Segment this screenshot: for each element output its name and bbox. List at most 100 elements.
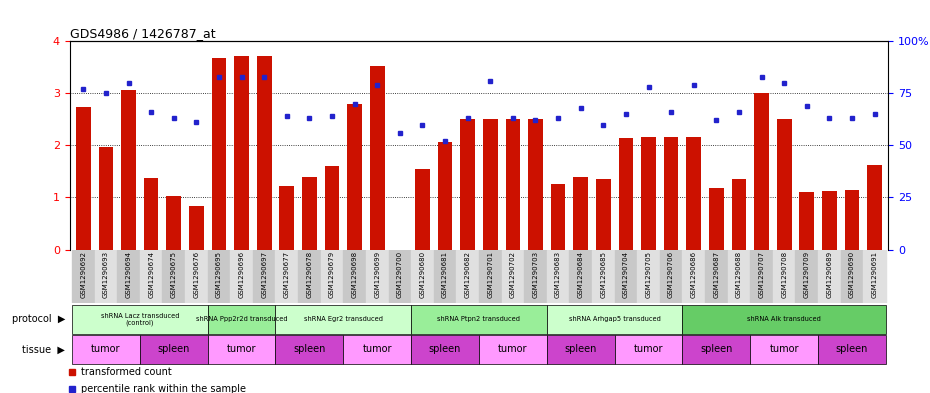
Bar (163, 250, 185, 303)
Text: tumor: tumor (633, 344, 663, 354)
Text: GSM1290707: GSM1290707 (759, 251, 764, 298)
Bar (618, 138, 633, 250)
Text: tumor: tumor (769, 344, 799, 354)
Bar (253, 250, 275, 303)
Text: GSM1290678: GSM1290678 (306, 251, 312, 298)
Bar (460, 119, 475, 250)
Bar (841, 250, 863, 303)
Bar (411, 250, 433, 303)
Bar (547, 305, 683, 334)
Text: GDS4986 / 1426787_at: GDS4986 / 1426787_at (70, 27, 216, 40)
Text: GSM1290694: GSM1290694 (126, 251, 131, 298)
Text: GSM1290680: GSM1290680 (419, 251, 425, 298)
Bar (501, 250, 525, 303)
Bar (664, 136, 679, 250)
Bar (683, 335, 751, 364)
Bar (207, 305, 275, 334)
Bar (659, 250, 683, 303)
Text: GSM1290708: GSM1290708 (781, 251, 787, 298)
Text: shRNA Arhgap5 transduced: shRNA Arhgap5 transduced (568, 316, 660, 322)
Bar (732, 179, 746, 250)
Bar (321, 250, 343, 303)
Bar (140, 250, 163, 303)
Text: tumor: tumor (363, 344, 392, 354)
Bar (773, 250, 795, 303)
Bar (72, 335, 140, 364)
Bar (483, 119, 498, 250)
Text: GSM1290709: GSM1290709 (804, 251, 810, 298)
Bar (95, 250, 117, 303)
Bar (863, 250, 886, 303)
Bar (573, 176, 588, 250)
Text: GSM1290700: GSM1290700 (397, 251, 403, 298)
Bar (433, 250, 457, 303)
Text: GSM1290676: GSM1290676 (193, 251, 199, 298)
Bar (822, 191, 837, 250)
Text: GSM1290685: GSM1290685 (600, 251, 606, 298)
Bar (365, 250, 389, 303)
Text: GSM1290689: GSM1290689 (827, 251, 832, 298)
Text: GSM1290706: GSM1290706 (668, 251, 674, 298)
Text: GSM1290702: GSM1290702 (510, 251, 516, 298)
Bar (275, 335, 343, 364)
Bar (121, 90, 136, 250)
Bar (370, 66, 385, 250)
Text: GSM1290691: GSM1290691 (871, 251, 878, 298)
Text: GSM1290692: GSM1290692 (80, 251, 86, 298)
Text: GSM1290696: GSM1290696 (239, 251, 245, 298)
Text: tumor: tumor (498, 344, 527, 354)
Bar (411, 305, 547, 334)
Bar (727, 250, 751, 303)
Bar (389, 250, 411, 303)
Bar (457, 250, 479, 303)
Bar (299, 250, 321, 303)
Text: spleen: spleen (293, 344, 325, 354)
Bar (207, 250, 231, 303)
Bar (547, 250, 569, 303)
Text: GSM1290695: GSM1290695 (216, 251, 222, 298)
Bar (411, 335, 479, 364)
Bar (325, 166, 339, 250)
Bar (551, 184, 565, 250)
Bar (166, 196, 181, 250)
Text: spleen: spleen (429, 344, 461, 354)
Bar (683, 250, 705, 303)
Bar (207, 335, 275, 364)
Bar (343, 250, 365, 303)
Text: shRNA Lacz transduced
(control): shRNA Lacz transduced (control) (100, 312, 179, 326)
Text: transformed count: transformed count (82, 367, 172, 377)
Text: GSM1290705: GSM1290705 (645, 251, 652, 298)
Text: GSM1290684: GSM1290684 (578, 251, 584, 298)
Text: GSM1290686: GSM1290686 (691, 251, 697, 298)
Bar (275, 305, 411, 334)
Text: GSM1290698: GSM1290698 (352, 251, 358, 298)
Bar (189, 206, 204, 250)
Bar (709, 188, 724, 250)
Bar (185, 250, 207, 303)
Text: GSM1290703: GSM1290703 (533, 251, 538, 298)
Text: GSM1290699: GSM1290699 (374, 251, 380, 298)
Bar (844, 190, 859, 250)
Bar (637, 250, 659, 303)
Text: spleen: spleen (700, 344, 733, 354)
Text: spleen: spleen (565, 344, 597, 354)
Text: GSM1290704: GSM1290704 (623, 251, 629, 298)
Text: GSM1290681: GSM1290681 (442, 251, 448, 298)
Bar (751, 335, 818, 364)
Text: GSM1290693: GSM1290693 (103, 251, 109, 298)
Bar (302, 176, 317, 250)
Bar (795, 250, 818, 303)
Bar (754, 93, 769, 250)
Text: tumor: tumor (227, 344, 257, 354)
Text: shRNA Alk transduced: shRNA Alk transduced (747, 316, 821, 322)
Text: tissue  ▶: tissue ▶ (22, 344, 65, 354)
Bar (528, 119, 543, 250)
Text: GSM1290679: GSM1290679 (329, 251, 335, 298)
Text: shRNA Egr2 transduced: shRNA Egr2 transduced (304, 316, 383, 322)
Bar (234, 56, 249, 250)
Text: GSM1290687: GSM1290687 (713, 251, 719, 298)
Text: GSM1290688: GSM1290688 (736, 251, 742, 298)
Bar (705, 250, 727, 303)
Bar (212, 58, 226, 250)
Text: GSM1290697: GSM1290697 (261, 251, 267, 298)
